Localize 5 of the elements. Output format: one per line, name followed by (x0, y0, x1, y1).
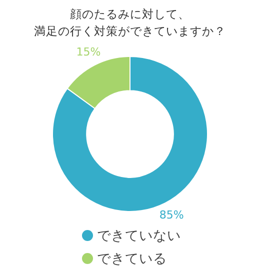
data-label: 85% (159, 208, 184, 222)
legend-label: できていない (97, 226, 181, 244)
chart-title: 顔のたるみに対して、満足の行く対策ができていますか？ (33, 6, 227, 40)
data-label: 15% (76, 45, 101, 58)
legend-label: できている (97, 250, 167, 268)
